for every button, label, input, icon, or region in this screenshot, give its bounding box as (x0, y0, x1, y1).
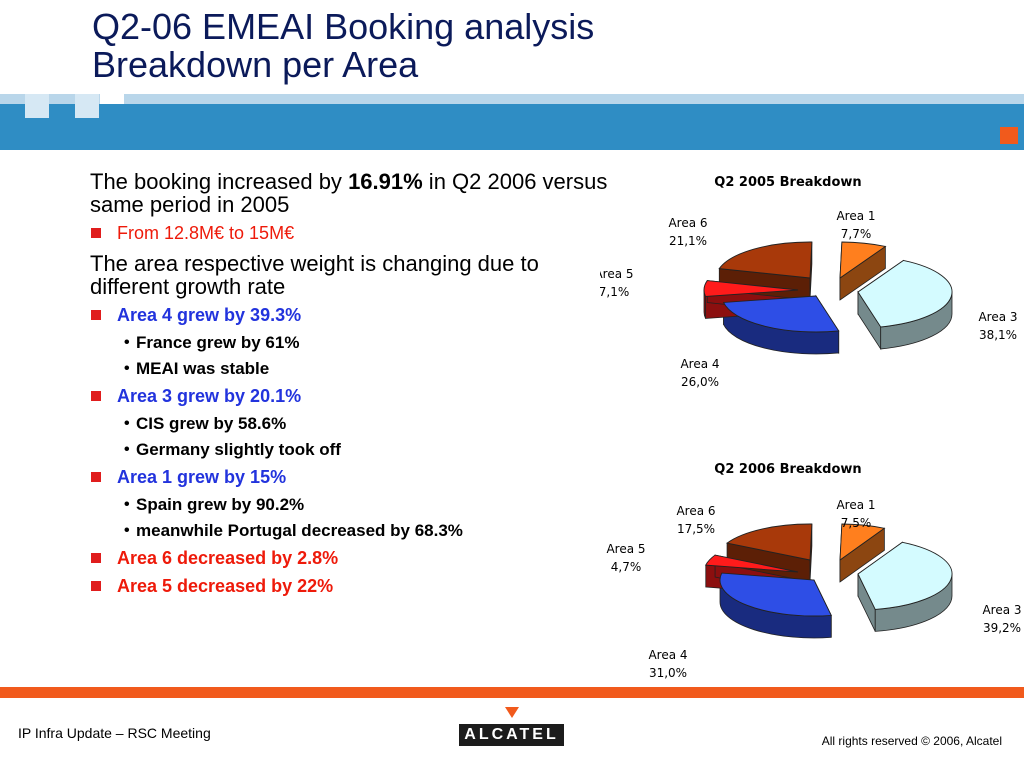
alcatel-logo: ALCATEL (459, 707, 564, 749)
slice-value-area-6: 17,5% (677, 522, 715, 536)
bullet-area3: Area 3 grew by 20.1% (90, 385, 620, 407)
slice-label-area-3: Area 3 (982, 603, 1021, 617)
header-orange-square (1000, 127, 1018, 144)
logo-triangle-icon (505, 707, 519, 718)
sub-bullet: MEAI was stable (90, 358, 620, 380)
pie-chart-2006-svg: Q2 2006 Breakdown Area 1 7,5% Area 3 39,2% Ar… (606, 462, 1021, 680)
slice-value-area-1: 7,7% (841, 227, 872, 241)
header-gap (100, 94, 124, 104)
header-square (75, 94, 99, 118)
footer-left-text: IP Infra Update – RSC Meeting (18, 725, 211, 741)
slice-label-area-5: Area 5 (600, 267, 634, 281)
slice-value-area-4: 26,0% (681, 375, 719, 389)
bullet-area5: Area 5 decreased by 22% (90, 575, 620, 597)
slide-title-line1: Q2-06 EMEAI Booking analysis (92, 6, 595, 47)
slice-value-area-5: 7,1% (600, 285, 629, 299)
bullet-area1: Area 1 grew by 15% (90, 466, 620, 488)
bullet-area4: Area 4 grew by 39.3% (90, 304, 620, 326)
para1-suffix: in Q2 2006 versus same period in 2005 (90, 169, 608, 217)
pie-slice-area-3 (857, 259, 953, 328)
slice-value-area-6: 21,1% (669, 234, 707, 248)
paragraph-booking: The booking increased by 16.91% in Q2 20… (90, 170, 620, 216)
footer-copyright: All rights reserved © 2006, Alcatel (821, 734, 1002, 748)
bullet-range: From 12.8M€ to 15M€ (90, 222, 620, 244)
pie-slice-area-4 (722, 295, 840, 333)
logo-wordmark: ALCATEL (459, 724, 564, 746)
chart-title: Q2 2006 Breakdown (714, 462, 861, 477)
pie-slice-area-4 (719, 572, 832, 617)
slice-label-area-1: Area 1 (836, 498, 875, 512)
sub-bullet: France grew by 61% (90, 332, 620, 354)
footer-orange-line (0, 687, 1024, 698)
slice-label-area-4: Area 4 (680, 357, 719, 371)
slide-title: Q2-06 EMEAI Booking analysis Breakdown p… (92, 8, 594, 84)
slice-label-area-6: Area 6 (668, 216, 707, 230)
sub-bullet: CIS grew by 58.6% (90, 413, 620, 435)
pie-slice-area-5 (703, 280, 799, 297)
pie-slice-area-5 (705, 554, 799, 573)
slice-value-area-3: 39,2% (983, 621, 1021, 635)
pie-tops (703, 241, 953, 333)
paragraph-weight: The area respective weight is changing d… (90, 251, 539, 299)
slice-label-area-3: Area 3 (978, 310, 1017, 324)
slice-value-area-4: 31,0% (649, 666, 687, 680)
header-band-dark (0, 104, 1024, 150)
slice-value-area-3: 38,1% (979, 328, 1017, 342)
slice-value-area-5: 4,7% (611, 560, 642, 574)
slice-label-area-4: Area 4 (648, 648, 687, 662)
slide-title-line2: Breakdown per Area (92, 44, 419, 85)
pie-slice-area-6 (718, 241, 813, 279)
bullet-area6: Area 6 decreased by 2.8% (90, 547, 620, 569)
slice-value-area-1: 7,5% (841, 516, 872, 530)
pie-chart-2005: Q2 2005 Breakdown Area 1 7,7% Area 3 38,1% Ar… (600, 168, 1024, 398)
slice-label-area-1: Area 1 (836, 209, 875, 223)
pie-slice-area-1 (839, 523, 886, 561)
pie-tops (705, 523, 953, 617)
pie-chart-2005-svg: Q2 2005 Breakdown Area 1 7,7% Area 3 38,1% Ar… (600, 175, 1018, 389)
pie-slice-area-1 (839, 241, 887, 279)
slide-body: The booking increased by 16.91% in Q2 20… (90, 170, 620, 603)
slice-label-area-5: Area 5 (606, 542, 645, 556)
chart-title: Q2 2005 Breakdown (714, 175, 861, 190)
sub-bullet: Spain grew by 90.2% (90, 494, 620, 516)
para1-bold: 16.91% (348, 169, 423, 194)
para1-prefix: The booking increased by (90, 169, 349, 194)
header-band-light (0, 94, 1024, 104)
sub-bullet: meanwhile Portugal decreased by 68.3% (90, 520, 620, 542)
slice-label-area-6: Area 6 (676, 504, 715, 518)
pie-chart-2006: Q2 2006 Breakdown Area 1 7,5% Area 3 39,2% Ar… (600, 455, 1024, 685)
pie-slice-area-6 (725, 523, 813, 561)
pie-slice-area-3 (857, 541, 953, 610)
sub-bullet: Germany slightly took off (90, 439, 620, 461)
header-square (25, 94, 49, 118)
